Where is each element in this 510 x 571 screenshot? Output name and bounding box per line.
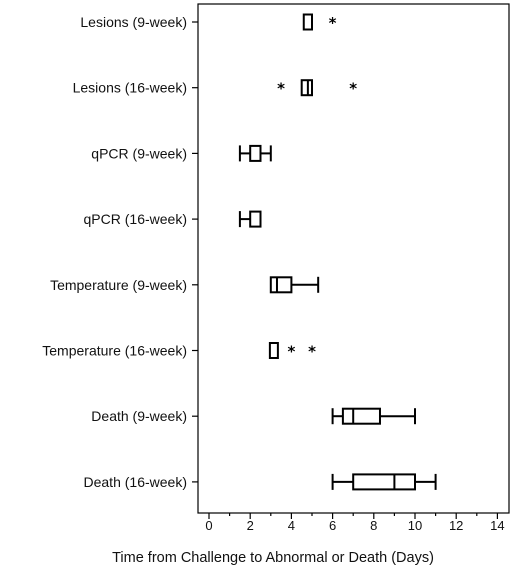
category-label: Lesions (16-week) [73, 80, 187, 96]
category-label: qPCR (9-week) [91, 145, 187, 161]
category-label: Lesions (9-week) [80, 14, 187, 30]
iqr-box [269, 276, 293, 294]
iqr-box [302, 13, 314, 31]
category-label: Death (9-week) [91, 408, 187, 424]
box-3 [238, 144, 272, 162]
box-2: * * [277, 79, 357, 98]
iqr-box [249, 210, 262, 228]
outlier-marker: * [329, 14, 337, 32]
iqr-box [341, 407, 381, 425]
box-4 [238, 210, 262, 228]
chart-marks: Lesions (9-week) Lesions (16-week) qPCR (9… [42, 13, 437, 491]
category-label: Temperature (9-week) [50, 277, 187, 293]
outlier-marker: * [349, 80, 357, 98]
x-tick-label: 4 [288, 518, 295, 533]
outlier-marker: * [277, 80, 285, 98]
x-tick-label: 2 [247, 518, 254, 533]
box-7 [331, 407, 416, 425]
category-label: qPCR (16-week) [84, 211, 187, 227]
box-1: * [302, 13, 337, 32]
iqr-box [249, 144, 262, 162]
x-tick-label: 0 [205, 518, 212, 533]
iqr-box [300, 79, 314, 97]
category-label: Temperature (16-week) [42, 343, 187, 359]
box-6: * * [268, 342, 316, 361]
x-tick-label: 6 [329, 518, 336, 533]
outlier-marker: * [287, 343, 295, 361]
box-8 [331, 473, 437, 491]
box-5 [269, 276, 320, 294]
x-axis-title: Time from Challenge to Abnormal or Death… [112, 550, 434, 566]
iqr-box [352, 473, 417, 491]
x-axis-ticks: 0 2 4 6 8 10 12 14 [205, 513, 505, 533]
x-tick-label: 14 [490, 518, 504, 533]
iqr-box [268, 342, 279, 359]
x-tick-label: 12 [449, 518, 463, 533]
category-label: Death (16-week) [84, 474, 188, 490]
x-tick-label: 8 [370, 518, 377, 533]
outlier-marker: * [308, 343, 316, 361]
x-tick-label: 10 [408, 518, 422, 533]
